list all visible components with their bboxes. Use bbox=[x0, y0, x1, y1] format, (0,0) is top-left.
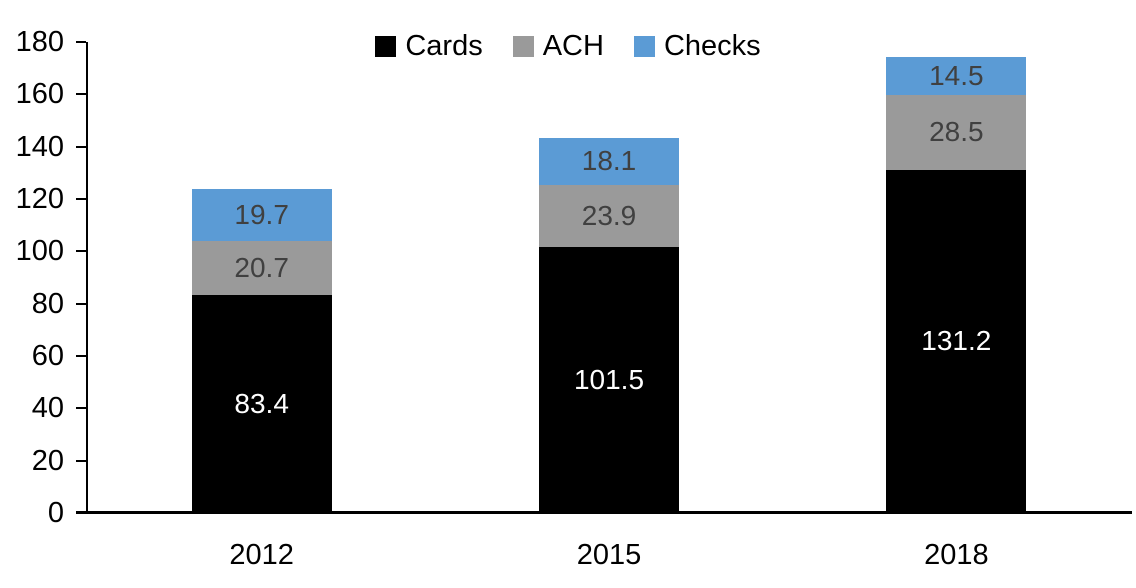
y-axis-tick-label: 80 bbox=[31, 287, 64, 320]
bar-value-label: 18.1 bbox=[581, 145, 637, 177]
y-axis-tick bbox=[76, 512, 86, 514]
y-axis-tick bbox=[76, 198, 86, 200]
bar-segment-checks-2015: 18.1 bbox=[539, 137, 679, 185]
y-axis-tick bbox=[76, 250, 86, 253]
bar-segment-ach-2012: 20.7 bbox=[191, 240, 332, 295]
bar-segment-checks-2018: 14.5 bbox=[886, 57, 1027, 96]
legend-swatch-checks-icon bbox=[633, 36, 655, 57]
y-axis-tick-label: 180 bbox=[15, 26, 64, 58]
y-axis-tick bbox=[76, 302, 86, 305]
bar-value-label: 23.9 bbox=[581, 200, 637, 232]
bar-value-label: 20.7 bbox=[234, 251, 289, 283]
y-axis-line bbox=[86, 42, 88, 513]
legend-swatch-cards-icon bbox=[375, 36, 397, 57]
bar-value-label: 19.7 bbox=[234, 198, 289, 230]
bar-segment-ach-2015: 23.9 bbox=[539, 184, 679, 248]
legend-item-checks: Checks bbox=[633, 30, 761, 62]
y-axis-tick-label: 20 bbox=[31, 444, 64, 477]
x-axis-category-label: 2012 bbox=[229, 539, 294, 571]
bar-segment-cards-2015: 101.5 bbox=[539, 247, 679, 513]
y-axis-tick bbox=[76, 145, 86, 148]
x-axis-category-label: 2018 bbox=[924, 539, 989, 571]
bar-segment-checks-2012: 19.7 bbox=[191, 189, 332, 241]
legend-swatch-ach-icon bbox=[512, 36, 534, 57]
bar-value-label: 101.5 bbox=[573, 364, 645, 396]
legend-item-cards: Cards bbox=[375, 30, 483, 62]
legend-item-ach: ACH bbox=[512, 30, 604, 62]
y-axis-tick bbox=[76, 93, 86, 96]
x-axis-category-label: 2015 bbox=[576, 539, 642, 571]
bar-value-label: 83.4 bbox=[234, 387, 289, 419]
y-axis-tick-label: 140 bbox=[15, 130, 64, 163]
bar-value-label: 14.5 bbox=[929, 60, 984, 92]
bar-segment-cards-2018: 131.2 bbox=[886, 169, 1027, 513]
y-axis-tick-label: 0 bbox=[47, 497, 64, 529]
y-axis-tick-label: 60 bbox=[31, 340, 64, 372]
y-axis-tick bbox=[76, 407, 86, 410]
legend-label-ach: ACH bbox=[542, 30, 604, 62]
y-axis-tick-label: 160 bbox=[15, 78, 64, 111]
legend: Cards ACH Checks bbox=[0, 32, 1136, 61]
y-axis-tick-label: 100 bbox=[15, 235, 64, 268]
y-axis-tick bbox=[76, 355, 86, 357]
y-axis-tick bbox=[76, 41, 86, 43]
y-axis-tick-label: 120 bbox=[15, 183, 64, 215]
y-axis-tick bbox=[76, 459, 86, 462]
legend-label-cards: Cards bbox=[405, 30, 483, 62]
bar-segment-cards-2012: 83.4 bbox=[191, 294, 332, 513]
bar-segment-ach-2018: 28.5 bbox=[886, 95, 1027, 170]
legend-label-checks: Checks bbox=[663, 30, 761, 62]
bar-value-label: 28.5 bbox=[929, 116, 984, 148]
y-axis-tick-label: 40 bbox=[31, 392, 64, 425]
bar-value-label: 131.2 bbox=[921, 325, 992, 357]
